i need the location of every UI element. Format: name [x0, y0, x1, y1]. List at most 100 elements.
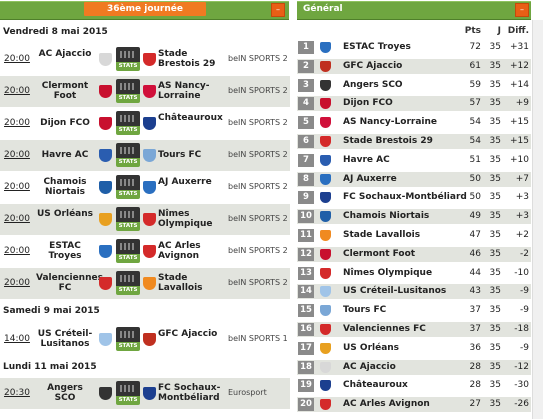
standings-row[interactable]: 15 Tours FC 37 35 -9 [297, 303, 531, 318]
standings-row[interactable]: 18 AC Ajaccio 28 35 -12 [297, 359, 531, 375]
team-name[interactable]: ESTAC Troyes [343, 42, 411, 52]
away-team[interactable]: Stade Lavallois [158, 273, 203, 293]
stats-button[interactable]: STATS [116, 79, 140, 103]
match-row[interactable]: 20:30 Angers SCO STATS FC Sochaux-Montbélia… [0, 378, 290, 409]
stats-button[interactable]: STATS [116, 207, 140, 231]
team-name[interactable]: Clermont Foot [343, 248, 416, 259]
home-team[interactable]: US Orléans [36, 209, 94, 219]
match-time[interactable]: 20:00 [4, 246, 30, 256]
team-name[interactable]: AS Nancy-Lorraine [343, 117, 437, 128]
team-diff: +14 [510, 79, 529, 90]
match-row[interactable]: 20:00 Valenciennes FC STATS Stade Lavallois… [0, 268, 290, 299]
match-time[interactable]: 20:00 [4, 86, 30, 96]
home-team[interactable]: AC Ajaccio [38, 49, 92, 59]
standings-row[interactable]: 12 Clermont Foot 46 35 -2 [297, 246, 531, 262]
standings-row[interactable]: 19 Châteauroux 28 35 -30 [297, 378, 531, 393]
standings-row[interactable]: 7 Havre AC 51 35 +10 [297, 153, 531, 168]
away-team[interactable]: Tours FC [158, 150, 202, 160]
standings-row[interactable]: 1 ESTAC Troyes 72 35 +31 [297, 40, 531, 55]
away-team[interactable]: AJ Auxerre [158, 177, 212, 187]
team-name[interactable]: Stade Lavallois [343, 230, 421, 240]
home-team[interactable]: Chamois Niortais [43, 177, 87, 197]
standings-row[interactable]: 6 Stade Brestois 29 54 35 +15 [297, 134, 531, 149]
standings-row[interactable]: 5 AS Nancy-Lorraine 54 35 +15 [297, 115, 531, 130]
team-name[interactable]: AC Arles Avignon [343, 399, 430, 410]
match-time[interactable]: 20:00 [4, 182, 30, 192]
standings-toggle-button[interactable]: – [515, 3, 529, 17]
team-name[interactable]: Angers SCO [343, 79, 403, 90]
away-team[interactable]: FC Sochaux-Montbéliard [158, 383, 221, 403]
team-played: 35 [489, 79, 501, 90]
match-time[interactable]: 20:00 [4, 214, 30, 224]
away-team[interactable]: Stade Brestois 29 [158, 49, 216, 69]
match-time[interactable]: 20:30 [4, 388, 30, 398]
home-team[interactable]: Valenciennes FC [36, 273, 103, 293]
match-row[interactable]: 20:00 US Orléans STATS Nîmes Olympique beIN … [0, 204, 290, 235]
team-name[interactable]: Tours FC [343, 305, 387, 316]
stats-button[interactable]: STATS [116, 47, 140, 71]
stats-button[interactable]: STATS [116, 111, 140, 135]
match-time[interactable]: 20:00 [4, 278, 30, 288]
home-team[interactable]: US Créteil-Lusitanos [37, 329, 93, 349]
team-name[interactable]: Stade Brestois 29 [343, 136, 433, 146]
match-time[interactable]: 20:00 [4, 54, 30, 64]
stats-button[interactable]: STATS [116, 239, 140, 263]
standings-row[interactable]: 9 FC Sochaux-Montbéliard 50 35 +3 [297, 190, 531, 205]
stats-button[interactable]: STATS [116, 327, 140, 351]
standings-row[interactable]: 8 AJ Auxerre 50 35 +7 [297, 171, 531, 187]
standings-row[interactable]: 13 Nîmes Olympique 44 35 -10 [297, 266, 531, 281]
standings-row[interactable]: 11 Stade Lavallois 47 35 +2 [297, 228, 531, 243]
match-time[interactable]: 14:00 [4, 334, 30, 344]
standings-row[interactable]: 14 US Créteil-Lusitanos 43 35 -9 [297, 284, 531, 300]
team-name[interactable]: Valenciennes FC [343, 324, 426, 334]
stats-button[interactable]: STATS [116, 271, 140, 295]
away-team[interactable]: Nîmes Olympique [158, 209, 213, 229]
team-name[interactable]: US Créteil-Lusitanos [343, 286, 447, 297]
team-name[interactable]: Nîmes Olympique [343, 267, 433, 278]
match-row[interactable]: 20:00 Chamois Niortais STATS AJ Auxerre beIN… [0, 172, 290, 203]
team-name[interactable]: FC Sochaux-Montbéliard [343, 192, 467, 203]
stats-button[interactable]: STATS [116, 143, 140, 167]
team-name[interactable]: AC Ajaccio [343, 361, 396, 372]
stats-button[interactable]: STATS [116, 175, 140, 199]
away-team[interactable]: Châteauroux [158, 113, 223, 123]
page-scrollbar[interactable] [532, 20, 543, 419]
standings-row[interactable]: 3 Angers SCO 59 35 +14 [297, 78, 531, 93]
standings-row[interactable]: 20 AC Arles Avignon 27 35 -26 [297, 397, 531, 413]
team-played: 35 [489, 361, 501, 372]
home-team[interactable]: Dijon FCO [40, 118, 90, 128]
away-team[interactable]: AS Nancy-Lorraine [158, 81, 210, 101]
standings-row[interactable]: 16 Valenciennes FC 37 35 -18 [297, 322, 531, 337]
home-team[interactable]: Havre AC [41, 150, 89, 160]
away-team[interactable]: GFC Ajaccio [158, 329, 218, 339]
team-name[interactable]: Dijon FCO [343, 98, 393, 109]
stats-button[interactable]: STATS [116, 381, 140, 405]
fixtures-toggle-button[interactable]: – [271, 3, 285, 17]
home-team[interactable]: ESTAC Troyes [48, 241, 82, 261]
home-team[interactable]: Angers SCO [47, 383, 83, 403]
team-points: 36 [469, 342, 481, 353]
match-row[interactable]: 14:00 US Créteil-Lusitanos STATS GFC Ajacci… [0, 324, 290, 355]
match-time[interactable]: 20:00 [4, 150, 30, 160]
match-time[interactable]: 20:00 [4, 118, 30, 128]
match-row[interactable]: 20:00 ESTAC Troyes STATS AC Arles Avignon be… [0, 236, 290, 267]
match-row[interactable]: 20:00 Clermont Foot STATS AS Nancy-Lorraine… [0, 76, 290, 107]
team-name[interactable]: Chamois Niortais [343, 211, 430, 222]
standings-row[interactable]: 17 US Orléans 36 35 -9 [297, 341, 531, 356]
stats-chart-icon [116, 207, 140, 222]
team-name[interactable]: Havre AC [343, 154, 390, 165]
match-row[interactable]: 20:00 AC Ajaccio STATS Stade Brestois 29 beI… [0, 44, 290, 75]
team-name[interactable]: US Orléans [343, 342, 400, 353]
away-team[interactable]: AC Arles Avignon [158, 241, 201, 261]
standings-row[interactable]: 4 Dijon FCO 57 35 +9 [297, 96, 531, 112]
standings-row[interactable]: 2 GFC Ajaccio 61 35 +12 [297, 58, 531, 74]
match-row[interactable]: 20:00 Havre AC STATS Tours FC beIN SPORTS 2 [0, 140, 290, 171]
home-team[interactable]: Clermont Foot [41, 81, 89, 101]
team-name[interactable]: AJ Auxerre [343, 173, 397, 184]
match-row[interactable]: 20:00 Dijon FCO STATS Châteauroux beIN SPORT… [0, 108, 290, 139]
stats-chart-icon [116, 381, 140, 396]
standings-row[interactable]: 10 Chamois Niortais 49 35 +3 [297, 209, 531, 225]
team-name[interactable]: GFC Ajaccio [343, 60, 403, 71]
team-name[interactable]: Châteauroux [343, 380, 408, 391]
stats-chart-icon [116, 47, 140, 62]
